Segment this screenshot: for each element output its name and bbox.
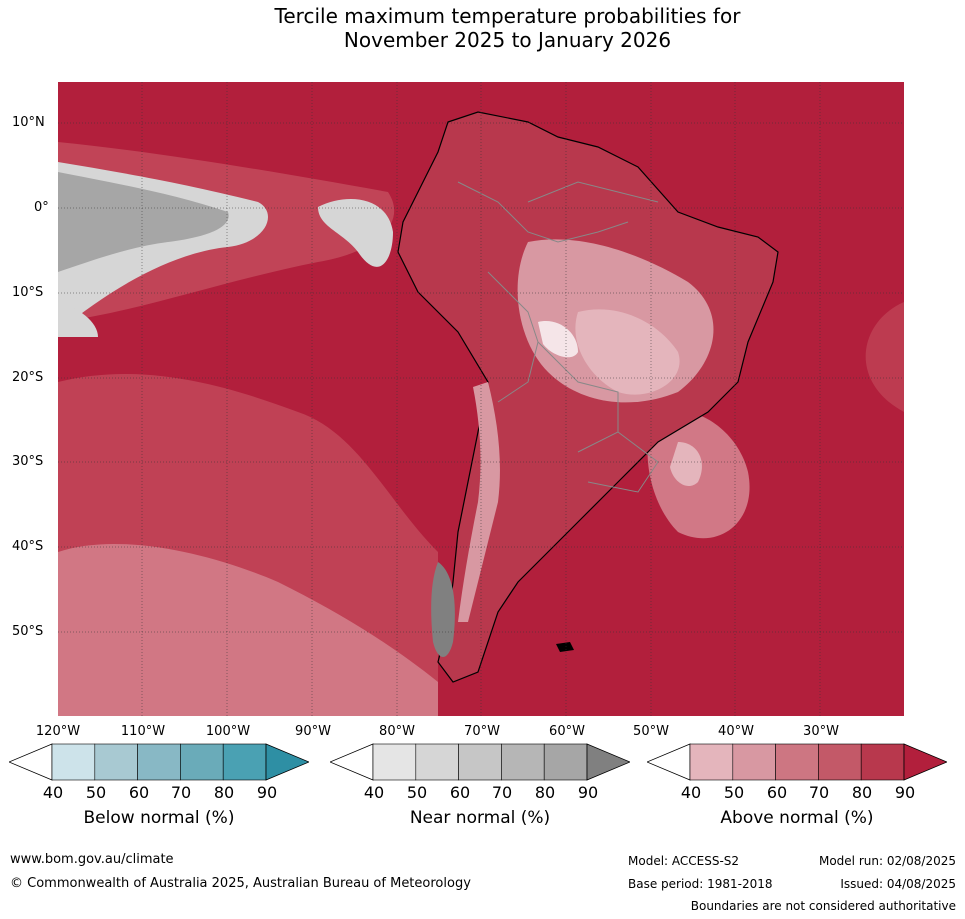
lon-label-70w: 70°W [464, 724, 500, 739]
colorbar-below-segments [51, 743, 267, 781]
lon-label-120w: 120°W [35, 724, 81, 739]
colorbar-above-tick-40: 40 [680, 783, 702, 802]
falkland-islands [556, 642, 574, 652]
lon-label-90w: 90°W [295, 724, 331, 739]
colorbar-near-segments [372, 743, 588, 781]
colorbar-below-over-arrow [265, 743, 309, 781]
colorbar-below-segment-40 [51, 743, 96, 781]
website-link[interactable]: www.bom.gov.au/climate [10, 852, 174, 867]
lon-label-50w: 50°W [633, 724, 669, 739]
colorbar-below-tick-80: 80 [213, 783, 235, 802]
lon-label-80w: 80°W [379, 724, 415, 739]
map-svg [58, 82, 904, 716]
boundary-disclaimer: Boundaries are not considered authoritat… [690, 899, 956, 913]
colorbar-near-under-arrow [330, 743, 374, 781]
graticule [58, 82, 904, 716]
base-period: Base period: 1981-2018 [628, 877, 773, 891]
lat-label-20s: 20°S [12, 370, 44, 385]
colorbar-near-segment-40 [372, 743, 417, 781]
colorbar-near-tick-50: 50 [406, 783, 428, 802]
colorbar-near-segment-50 [415, 743, 459, 781]
colorbar-below-tick-50: 50 [85, 783, 107, 802]
atlantic-light-patch [670, 442, 702, 487]
colorbar-above-segment-50 [732, 743, 776, 781]
galapagos-near-normal [318, 199, 393, 267]
colorbar-near-segment-80 [543, 743, 588, 781]
colorbar-below-segment-60 [137, 743, 181, 781]
colorbar-near-tick-60: 60 [449, 783, 471, 802]
colorbar-below-tick-70: 70 [170, 783, 192, 802]
colorbar-near-tick-80: 80 [534, 783, 556, 802]
colorbar-below-segment-70 [180, 743, 224, 781]
lon-label-30w: 30°W [803, 724, 839, 739]
lat-label-10s: 10°S [12, 285, 44, 300]
south-america-land [397, 111, 779, 683]
colorbar-near-tick-40: 40 [363, 783, 385, 802]
probability-map [58, 82, 904, 716]
title-line-2: November 2025 to January 2026 [343, 28, 672, 52]
country-borders [457, 181, 659, 493]
model-name: Model: ACCESS-S2 [628, 854, 740, 868]
issued-date: Issued: 04/08/2025 [840, 877, 956, 891]
colorbar-near-tick-70: 70 [491, 783, 513, 802]
bolivia-white-patch [538, 321, 578, 358]
colorbar-above-tick-60: 60 [766, 783, 788, 802]
colorbar-above-title: Above normal (%) [720, 808, 874, 828]
chart-title: Tercile maximum temperature probabilitie… [0, 4, 965, 52]
colorbar-below-title: Below normal (%) [83, 808, 235, 828]
colorbar-near [330, 743, 630, 781]
colorbar-near-over-arrow [586, 743, 630, 781]
lat-label-10n: 10°N [12, 115, 45, 130]
lat-label-0: 0° [34, 200, 49, 215]
lat-label-40s: 40°S [12, 539, 44, 554]
colorbar-above [647, 743, 947, 781]
colorbar-above-segment-60 [775, 743, 819, 781]
colorbar-above-segment-70 [818, 743, 862, 781]
colorbar-above-segment-80 [860, 743, 905, 781]
lon-label-100w: 100°W [205, 724, 251, 739]
lon-label-60w: 60°W [549, 724, 585, 739]
brazil-light-zone [575, 309, 680, 395]
lon-label-40w: 40°W [718, 724, 754, 739]
colorbar-above-tick-70: 70 [808, 783, 830, 802]
colorbar-below [9, 743, 309, 781]
pacific-far-south-band [58, 543, 438, 716]
near-normal-west-edge [58, 302, 98, 337]
colorbar-below-under-arrow [9, 743, 53, 781]
colorbar-near-title: Near normal (%) [409, 808, 551, 828]
colorbar-above-over-arrow [903, 743, 947, 781]
model-run-date: Model run: 02/08/2025 [818, 854, 956, 868]
colorbar-below-tick-40: 40 [42, 783, 64, 802]
patagonia-near-normal [431, 562, 455, 657]
lat-label-30s: 30°S [12, 454, 44, 469]
colorbar-above-segment-40 [689, 743, 734, 781]
colorbar-below-tick-90: 90 [256, 783, 278, 802]
copyright-text: © Commonwealth of Australia 2025, Austra… [10, 876, 471, 891]
colorbar-above-tick-50: 50 [723, 783, 745, 802]
colorbar-below-tick-60: 60 [128, 783, 150, 802]
colorbar-near-segment-60 [458, 743, 502, 781]
colorbar-above-under-arrow [647, 743, 691, 781]
near-normal-dark-region [58, 172, 229, 272]
title-line-1: Tercile maximum temperature probabilitie… [274, 4, 741, 28]
colorbar-below-segment-50 [94, 743, 138, 781]
colorbar-near-segment-70 [501, 743, 545, 781]
colorbar-above-tick-80: 80 [851, 783, 873, 802]
colorbar-below-segment-80 [222, 743, 267, 781]
lon-label-110w: 110°W [120, 724, 166, 739]
colorbar-near-tick-90: 90 [577, 783, 599, 802]
lat-label-50s: 50°S [12, 624, 44, 639]
colorbar-above-segments [689, 743, 905, 781]
colorbar-above-tick-90: 90 [894, 783, 916, 802]
atlantic-east-band [865, 302, 904, 412]
andes-band [458, 382, 500, 622]
